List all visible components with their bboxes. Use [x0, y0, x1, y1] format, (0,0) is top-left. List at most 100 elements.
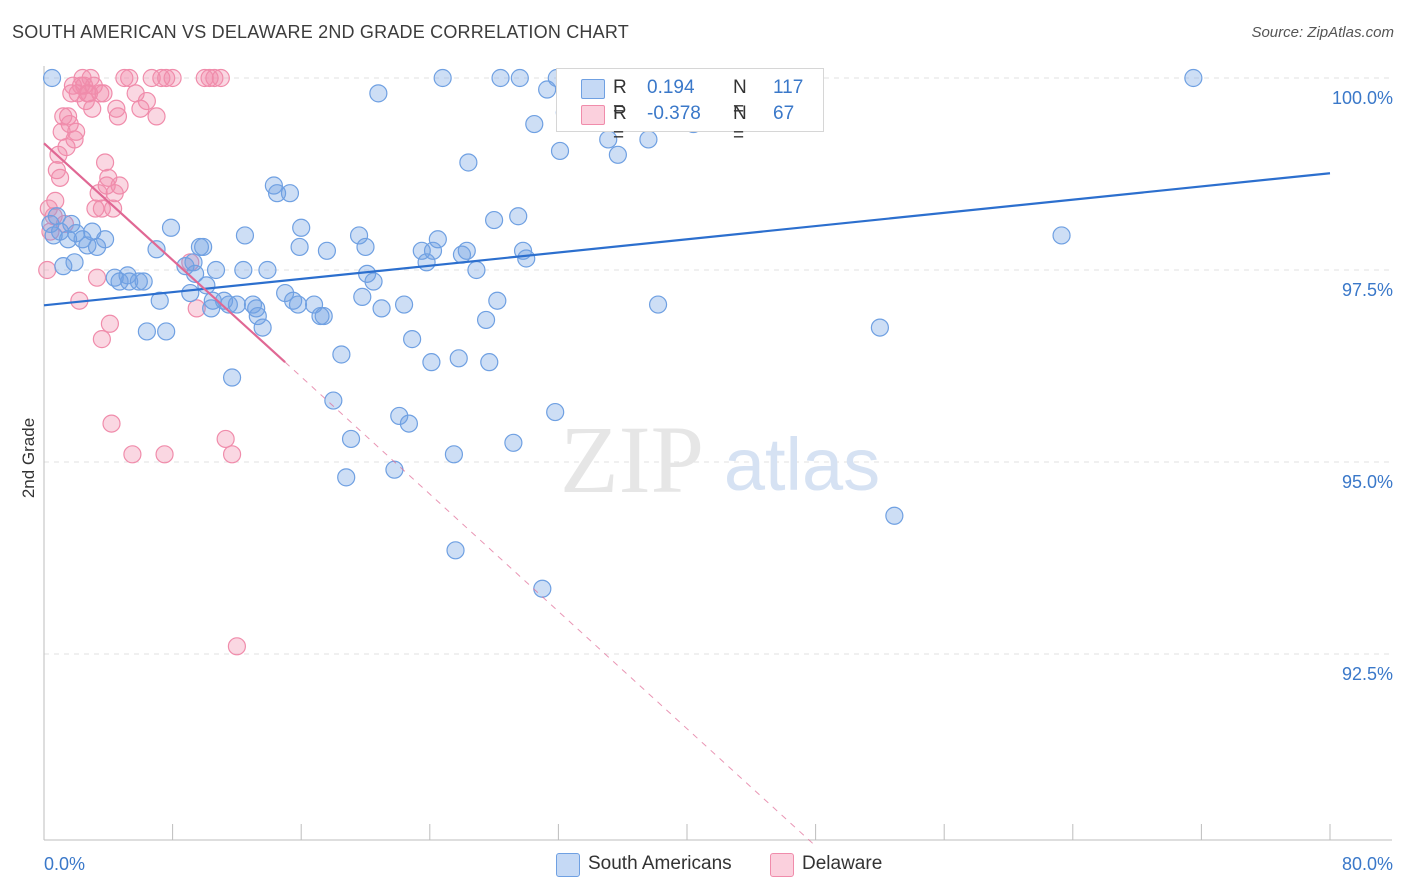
data-point: [150, 291, 169, 310]
data-point: [423, 241, 443, 260]
legend-swatch-blue: [581, 79, 605, 99]
y-axis-label: 2nd Grade: [19, 418, 38, 498]
data-point: [648, 295, 668, 314]
data-point: [157, 68, 176, 88]
data-point: [390, 406, 409, 426]
bottom-legend-swatch-pink: [770, 853, 794, 877]
grid-lines: [44, 77, 1392, 655]
data-point: [163, 68, 182, 88]
axis-labels: 100.0% 97.5% 95.0% 92.5% 0.0% 80.0% 2nd Grade: [19, 88, 1393, 874]
data-point: [129, 272, 148, 291]
data-point: [337, 468, 356, 487]
data-point: [46, 191, 65, 210]
data-point: [349, 226, 369, 245]
data-point: [253, 318, 272, 337]
data-point: [446, 541, 465, 560]
data-point: [1184, 68, 1203, 88]
data-point: [110, 176, 129, 195]
data-point: [137, 91, 156, 111]
data-point: [65, 253, 84, 272]
data-point: [161, 218, 181, 237]
source-label: Source: ZipAtlas.com: [1251, 24, 1394, 41]
legend-r-value: 0.194: [647, 77, 695, 98]
data-point: [452, 245, 472, 264]
data-point: [1052, 226, 1071, 245]
data-point: [332, 345, 351, 364]
data-point: [227, 637, 246, 656]
data-point: [317, 241, 337, 260]
data-point: [104, 199, 123, 218]
data-point: [92, 330, 111, 349]
data-point: [50, 168, 70, 187]
data-point: [214, 291, 234, 310]
axes: [43, 66, 1392, 841]
stats-legend: R = 0.194 N = 117 R = -0.378 N = 67: [556, 68, 824, 146]
legend-r-value: -0.378: [647, 103, 701, 124]
legend-r-label: R =: [613, 77, 627, 120]
chart-title: SOUTH AMERICAN VS DELAWARE 2ND GRADE COR…: [12, 22, 629, 42]
data-point: [314, 306, 333, 326]
data-point: [235, 226, 255, 245]
data-point: [181, 283, 200, 303]
data-point: [187, 299, 206, 318]
data-point: [38, 260, 57, 280]
data-point: [288, 295, 308, 314]
data-point: [137, 322, 156, 341]
data-point: [324, 391, 343, 410]
data-point: [247, 299, 266, 318]
data-point: [258, 260, 277, 280]
data-point: [476, 310, 496, 330]
data-point: [59, 107, 78, 126]
legend-n-label: N =: [733, 77, 747, 120]
data-point: [353, 287, 372, 306]
x-tick-label: 0.0%: [44, 854, 85, 874]
data-point: [115, 68, 134, 88]
data-point: [639, 130, 658, 149]
data-point: [403, 330, 422, 349]
data-point: [372, 299, 391, 318]
data-point: [195, 68, 214, 88]
data-point: [364, 272, 383, 291]
data-point: [118, 266, 137, 285]
data-point: [83, 99, 102, 118]
data-point: [509, 207, 528, 226]
data-point: [292, 218, 311, 237]
trend-line: [43, 142, 286, 363]
data-point: [885, 506, 904, 525]
data-point: [86, 199, 105, 218]
data-point: [107, 99, 126, 118]
data-point: [94, 84, 113, 103]
data-point: [369, 84, 388, 103]
x-tick-label: 80.0%: [1342, 854, 1393, 874]
data-point: [356, 237, 375, 257]
data-point: [211, 68, 230, 88]
data-point: [73, 230, 92, 249]
data-point: [394, 295, 414, 314]
data-point: [67, 122, 86, 141]
data-point: [428, 230, 447, 249]
data-point: [95, 230, 115, 249]
watermark: ZIP atlas: [560, 406, 880, 513]
data-point: [550, 141, 570, 161]
data-point: [480, 353, 499, 372]
data-point: [267, 184, 287, 203]
bottom-legend-swatch-blue: [556, 853, 580, 877]
data-point: [444, 445, 464, 464]
data-point: [95, 153, 115, 172]
data-point: [491, 68, 510, 88]
legend-r-label: R =: [613, 103, 627, 146]
data-point: [608, 145, 627, 164]
data-point: [62, 214, 81, 234]
watermark-zip: ZIP: [560, 406, 704, 513]
data-point: [546, 402, 565, 422]
trend-lines: [43, 142, 1331, 847]
data-point: [280, 184, 300, 203]
data-point: [459, 153, 478, 172]
data-point: [870, 318, 890, 337]
y-tick-label: 100.0%: [1332, 88, 1393, 108]
y-tick-label: 92.5%: [1342, 664, 1393, 684]
data-point: [108, 107, 128, 126]
y-tick-label: 95.0%: [1342, 472, 1393, 492]
data-point: [488, 291, 507, 310]
